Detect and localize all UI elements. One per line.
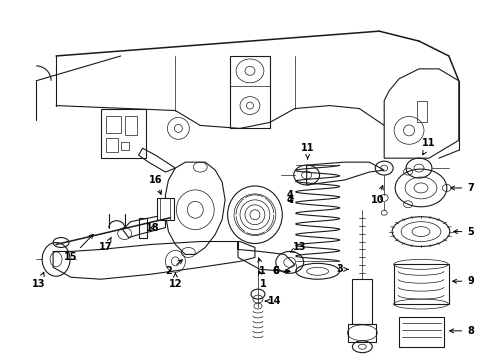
Text: 14: 14 bbox=[265, 296, 282, 306]
Bar bbox=[121, 142, 129, 150]
Bar bbox=[139, 218, 147, 238]
Bar bbox=[106, 138, 118, 152]
Bar bbox=[106, 116, 121, 133]
Text: 6: 6 bbox=[272, 266, 290, 276]
Text: 5: 5 bbox=[454, 226, 474, 237]
Text: 1: 1 bbox=[258, 258, 265, 276]
Text: 4: 4 bbox=[286, 190, 293, 200]
Text: 11: 11 bbox=[301, 143, 315, 159]
Text: 16: 16 bbox=[149, 175, 162, 194]
Text: 12: 12 bbox=[169, 273, 182, 289]
Bar bbox=[352, 279, 372, 324]
Text: 13: 13 bbox=[290, 243, 306, 252]
Text: 3: 3 bbox=[336, 264, 348, 274]
Text: 7: 7 bbox=[451, 183, 474, 193]
Text: 18: 18 bbox=[146, 222, 159, 233]
Text: 4: 4 bbox=[286, 195, 293, 205]
Text: 9: 9 bbox=[453, 276, 474, 286]
Text: 2: 2 bbox=[165, 260, 182, 276]
Bar bbox=[124, 116, 137, 135]
Text: 8: 8 bbox=[450, 326, 474, 336]
Text: 11: 11 bbox=[422, 138, 436, 155]
Bar bbox=[156, 198, 174, 220]
Text: 15: 15 bbox=[64, 234, 93, 262]
Text: 13: 13 bbox=[32, 272, 46, 289]
Text: 10: 10 bbox=[370, 186, 384, 205]
Bar bbox=[417, 100, 427, 122]
Text: 6: 6 bbox=[272, 266, 290, 276]
Text: 1: 1 bbox=[258, 271, 266, 289]
Text: 17: 17 bbox=[99, 237, 113, 252]
Bar bbox=[348, 324, 376, 342]
